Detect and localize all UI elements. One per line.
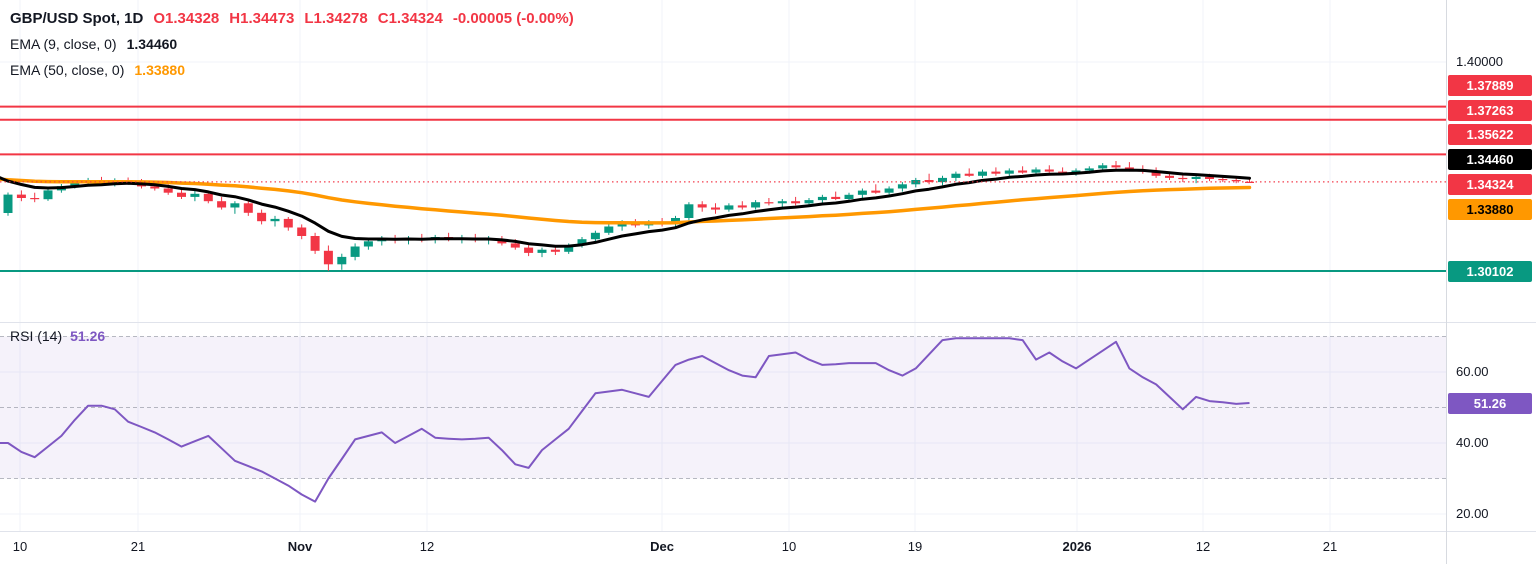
time-axis-label: 21	[130, 539, 146, 554]
symbol-title: GBP/USD Spot, 1D	[10, 9, 144, 27]
ema9-value: 1.34460	[126, 36, 178, 52]
change-value: -0.00005 (-0.00%)	[452, 9, 574, 27]
price-scale-badge: 1.33880	[1448, 198, 1532, 220]
price-scale-label: 40.00	[1456, 435, 1489, 450]
price-scale-label: 60.00	[1456, 364, 1489, 379]
ema50-label: EMA (50, close, 0)	[10, 62, 125, 78]
time-axis-label: 10	[12, 539, 28, 554]
candles-series	[3, 161, 1254, 271]
rsi-label: RSI (14)	[10, 328, 63, 344]
rsi-line	[0, 337, 1250, 503]
time-axis-label: 19	[907, 539, 923, 554]
price-scale-badge: 1.34460	[1448, 148, 1532, 170]
rsi-value: 51.26	[70, 328, 106, 344]
ema50-line	[0, 177, 1252, 225]
price-scale-badge: 51.26	[1448, 392, 1532, 414]
time-axis-label: 12	[1195, 539, 1211, 554]
rsi-legend-row[interactable]: RSI (14) 51.26	[10, 325, 105, 347]
legend: GBP/USD Spot, 1D O1.34328 H1.34473 L1.34…	[10, 5, 574, 83]
time-axis[interactable]: 10 21 Nov 12 Dec 10 19 2026 12 21	[0, 531, 1446, 564]
time-axis-label: 12	[419, 539, 435, 554]
price-scale[interactable]: 1.40000 60.00 40.00 20.00 1.37889 1.37263 1.35…	[1446, 0, 1536, 564]
ema9-legend-row[interactable]: EMA (9, close, 0) 1.34460	[10, 31, 574, 57]
price-levels	[0, 105, 1446, 272]
ema9-label: EMA (9, close, 0)	[10, 36, 117, 52]
symbol-legend-row[interactable]: GBP/USD Spot, 1D O1.34328 H1.34473 L1.34…	[10, 5, 574, 31]
time-axis-label: Dec	[650, 539, 674, 554]
price-scale-badge: 1.37263	[1448, 99, 1532, 121]
grid	[0, 0, 1446, 531]
ohlc-close: C1.34324	[377, 9, 443, 27]
time-axis-label: 21	[1322, 539, 1338, 554]
time-axis-label: 10	[781, 539, 797, 554]
price-scale-badge: 1.34324	[1448, 173, 1532, 195]
ema50-value: 1.33880	[134, 62, 185, 78]
time-axis-label: Nov	[287, 539, 313, 554]
price-scale-badge: 1.37889	[1448, 74, 1532, 96]
ohlc-high: H1.34473	[229, 9, 295, 27]
ohlc-open: O1.34328	[153, 9, 220, 27]
rsi-band	[0, 336, 1446, 479]
price-scale-label: 20.00	[1456, 506, 1489, 521]
price-scale-label: 1.40000	[1456, 54, 1503, 69]
ema50-legend-row[interactable]: EMA (50, close, 0) 1.33880	[10, 57, 574, 83]
price-scale-badge: 1.30102	[1448, 260, 1532, 282]
time-axis-label: 2026	[1062, 539, 1092, 554]
ema9-line	[0, 168, 1251, 248]
ohlc-low: L1.34278	[304, 9, 368, 27]
price-scale-badge: 1.35622	[1448, 123, 1532, 145]
